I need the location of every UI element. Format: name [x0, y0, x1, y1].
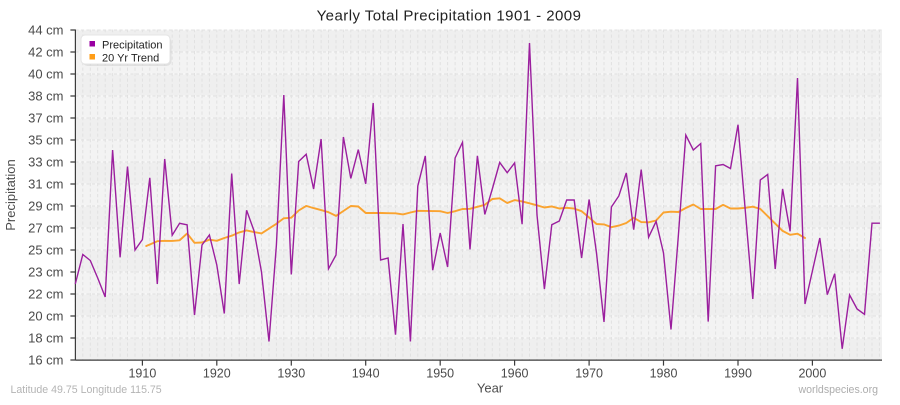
svg-text:1960: 1960 [501, 367, 529, 381]
svg-text:20 Yr Trend: 20 Yr Trend [102, 52, 159, 64]
svg-text:1940: 1940 [352, 367, 380, 381]
svg-text:Precipitation: Precipitation [3, 159, 18, 231]
svg-text:Year: Year [477, 381, 504, 396]
svg-text:Precipitation: Precipitation [102, 39, 163, 51]
svg-text:worldspecies.org: worldspecies.org [798, 384, 879, 396]
svg-text:25 cm: 25 cm [28, 242, 63, 257]
svg-text:29 cm: 29 cm [28, 198, 63, 213]
svg-text:18 cm: 18 cm [28, 330, 63, 345]
svg-text:1910: 1910 [128, 367, 156, 381]
svg-text:1980: 1980 [650, 367, 678, 381]
svg-text:27 cm: 27 cm [28, 220, 63, 235]
svg-text:37 cm: 37 cm [28, 110, 63, 125]
svg-text:20 cm: 20 cm [28, 308, 63, 323]
svg-text:23 cm: 23 cm [28, 264, 63, 279]
svg-text:35 cm: 35 cm [28, 132, 63, 147]
svg-text:1990: 1990 [724, 367, 752, 381]
svg-text:1920: 1920 [203, 367, 231, 381]
svg-text:40 cm: 40 cm [28, 66, 63, 81]
svg-text:1930: 1930 [277, 367, 305, 381]
svg-text:Yearly Total Precipitation 190: Yearly Total Precipitation 1901 - 2009 [317, 7, 582, 24]
svg-text:1950: 1950 [426, 367, 454, 381]
svg-text:31 cm: 31 cm [28, 176, 63, 191]
svg-text:33 cm: 33 cm [28, 154, 63, 169]
svg-text:1970: 1970 [575, 367, 603, 381]
svg-text:2000: 2000 [798, 367, 826, 381]
svg-text:16 cm: 16 cm [28, 352, 63, 367]
svg-text:42 cm: 42 cm [28, 44, 63, 59]
svg-text:22 cm: 22 cm [28, 286, 63, 301]
svg-text:38 cm: 38 cm [28, 88, 63, 103]
svg-text:44 cm: 44 cm [28, 22, 63, 37]
svg-text:Latitude 49.75 Longitude 115.7: Latitude 49.75 Longitude 115.75 [11, 384, 162, 396]
